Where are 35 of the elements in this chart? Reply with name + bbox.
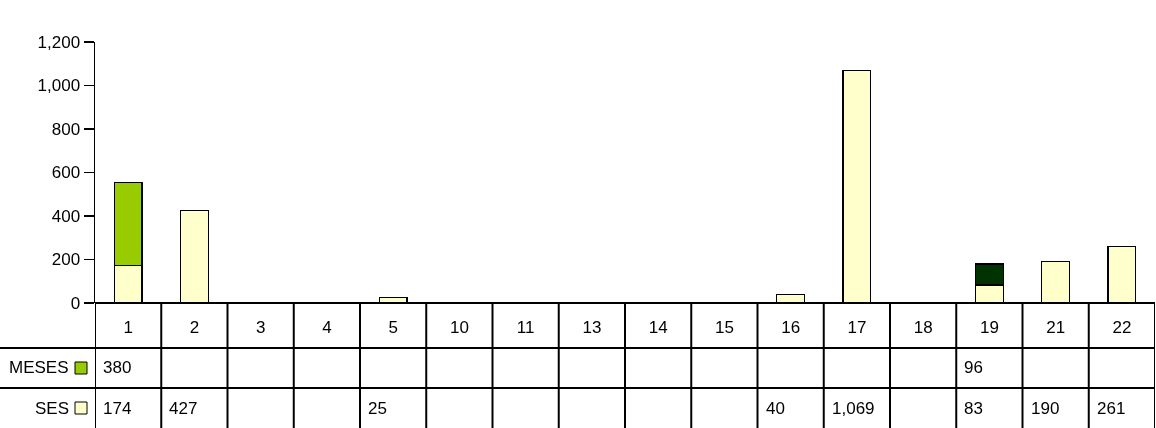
data-label: 83 [964,399,983,418]
y-tick-label: 200 [51,250,81,270]
data-label: 1,069 [832,399,875,418]
x-tick-label: 10 [449,318,469,337]
x-tick-label: 1 [123,318,133,337]
x-tick-label: 5 [388,318,398,337]
x-tick-label: 3 [255,318,266,337]
data-label: 40 [766,399,785,418]
y-tick-label: 1,000 [37,76,81,96]
x-tick-label: 19 [979,318,999,337]
y-tick-label: 0 [70,293,81,313]
data-label: 25 [368,399,387,418]
x-tick-label: 21 [1046,318,1066,337]
y-tick-label: 800 [51,119,81,139]
data-label: 380 [103,358,132,377]
x-tick-label: 15 [714,318,734,337]
legend-label: SES [35,399,70,418]
x-tick-label: 11 [516,318,535,337]
x-tick-label: 2 [189,318,200,337]
x-tick-label: 22 [1112,318,1132,337]
data-label: 261 [1097,399,1126,418]
x-tick-label: 16 [781,318,801,337]
x-tick-label: 17 [847,318,867,337]
y-tick-label: 1,200 [37,32,81,52]
data-label: 427 [169,399,198,418]
x-tick-label: 18 [913,318,933,337]
y-tick-label: 600 [51,163,81,183]
x-tick-label: 13 [582,318,602,337]
data-label: 174 [103,399,132,418]
legend-label: MESES [9,358,69,377]
x-tick-label: 4 [322,318,332,337]
x-tick-label: 14 [648,318,668,337]
y-tick-label: 400 [51,206,81,226]
data-label: 96 [964,358,983,377]
data-label: 190 [1031,399,1060,418]
